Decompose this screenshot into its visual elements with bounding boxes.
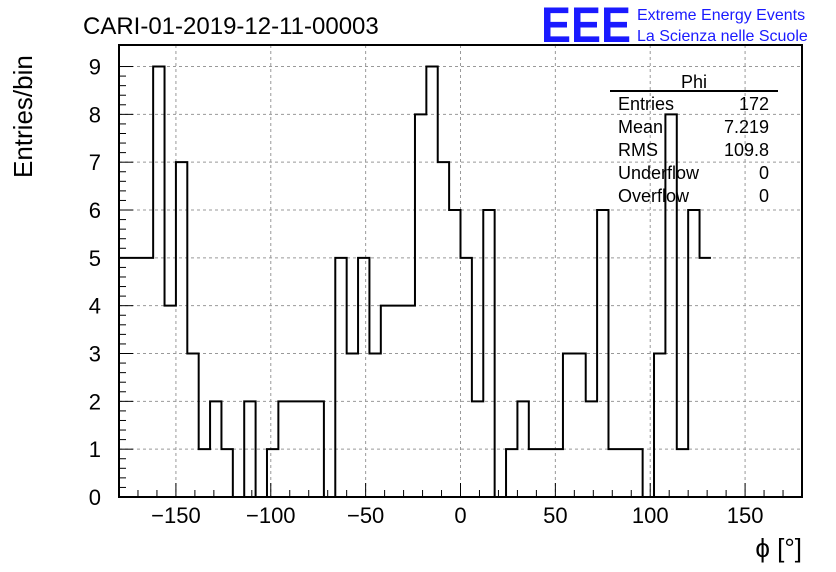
- logo-line-2: La Scienza nelle Scuole: [637, 28, 808, 45]
- histogram-bin-45: [631, 449, 642, 497]
- x-tick-label-6: 150: [727, 503, 764, 528]
- y-tick-label-6: 6: [89, 198, 101, 223]
- histogram-bin-0: [119, 258, 130, 497]
- histogram-bin-31: [472, 401, 483, 497]
- histogram-bin-5: [176, 162, 187, 497]
- histogram-line: [119, 65, 711, 498]
- histogram-bin-16: [301, 401, 312, 497]
- y-tick-label-8: 8: [89, 102, 101, 127]
- histogram-bin-26: [415, 114, 426, 497]
- y-tick-label-7: 7: [89, 150, 101, 175]
- x-axis: −150 −100 −50 0 50 100 150: [137, 483, 784, 528]
- histogram-bin-19: [335, 258, 346, 497]
- stats-value-rms: 109.8: [724, 140, 769, 160]
- x-tick-label-5: 100: [632, 503, 669, 528]
- stats-value-entries: 172: [739, 94, 769, 114]
- histogram-bin-43: [608, 449, 619, 497]
- histogram-bin-42: [597, 210, 608, 497]
- histogram-bin-44: [620, 449, 631, 497]
- histogram-bin-29: [449, 210, 460, 497]
- histogram-bin-39: [563, 354, 574, 497]
- stats-label-underflow: Underflow: [618, 163, 700, 183]
- histogram-bin-4: [165, 306, 176, 497]
- stats-label-entries: Entries: [618, 94, 674, 114]
- histogram-bin-34: [506, 449, 517, 497]
- histogram-bin-15: [290, 401, 301, 497]
- histogram-bin-40: [574, 354, 585, 497]
- x-tick-label-2: −50: [347, 503, 384, 528]
- histogram-bin-21: [358, 258, 369, 497]
- histogram-bin-30: [461, 258, 472, 497]
- histogram-bin-11: [244, 401, 255, 497]
- stats-name: Phi: [681, 72, 707, 92]
- histogram-bin-28: [438, 162, 449, 497]
- y-axis: 0 1 2 3 4 5 6 7 8 9: [89, 55, 133, 510]
- stats-label-rms: RMS: [618, 140, 658, 160]
- histogram-bin-20: [347, 354, 358, 497]
- histogram-bin-37: [540, 449, 551, 497]
- histogram-bin-27: [426, 67, 437, 497]
- histogram-bin-49: [677, 449, 688, 497]
- histogram-bin-1: [130, 258, 141, 497]
- y-axis-title: Entries/bin: [8, 55, 38, 178]
- y-tick-label-2: 2: [89, 389, 101, 414]
- stats-label-mean: Mean: [618, 117, 663, 137]
- histogram-bin-6: [187, 354, 198, 497]
- stats-label-overflow: Overflow: [618, 186, 690, 206]
- histogram-bin-13: [267, 449, 278, 497]
- stats-value-overflow: 0: [759, 186, 769, 206]
- logo-line-1: Extreme Energy Events: [637, 7, 805, 24]
- histogram-bin-38: [552, 449, 563, 497]
- histogram-bin-36: [529, 449, 540, 497]
- x-axis-title: ϕ [°]: [755, 533, 802, 563]
- histogram-bin-50: [688, 210, 699, 497]
- stats-value-underflow: 0: [759, 163, 769, 183]
- y-tick-label-1: 1: [89, 437, 101, 462]
- histogram-bin-14: [278, 401, 289, 497]
- stats-box: Phi Entries 172 Mean 7.219 RMS 109.8 Underflow…: [610, 72, 778, 206]
- y-tick-label-4: 4: [89, 294, 101, 319]
- x-tick-label-4: 50: [543, 503, 567, 528]
- histogram-bin-2: [142, 258, 153, 497]
- histogram-bin-24: [392, 306, 403, 497]
- histogram-bin-8: [210, 401, 221, 497]
- histogram-bin-9: [221, 449, 232, 497]
- histogram-series: [119, 65, 711, 498]
- y-tick-label-9: 9: [89, 55, 101, 80]
- histogram-bin-7: [199, 449, 210, 497]
- histogram-bin-25: [404, 306, 415, 497]
- chart-title: CARI-01-2019-12-11-00003: [83, 13, 379, 40]
- histogram-bin-35: [517, 401, 528, 497]
- histogram-bin-22: [369, 354, 380, 497]
- x-tick-label-0: −150: [151, 503, 201, 528]
- histogram-bin-41: [586, 401, 597, 497]
- histogram-bin-47: [654, 354, 665, 497]
- histogram-bin-17: [313, 401, 324, 497]
- y-tick-label-3: 3: [89, 342, 101, 367]
- stats-value-mean: 7.219: [724, 117, 769, 137]
- x-tick-label-3: 0: [454, 503, 466, 528]
- y-tick-label-0: 0: [89, 485, 101, 510]
- y-tick-label-5: 5: [89, 246, 101, 271]
- stats-rows: Entries 172 Mean 7.219 RMS 109.8 Underflow 0 Ove…: [618, 94, 769, 206]
- histogram-bin-51: [700, 258, 711, 497]
- x-tick-label-1: −100: [246, 503, 296, 528]
- eee-logo: EEE Extreme Energy Events La Scienza nel…: [541, 0, 808, 53]
- histogram-bin-23: [381, 306, 392, 497]
- histogram-bin-3: [153, 67, 164, 497]
- histogram-bin-32: [483, 210, 494, 497]
